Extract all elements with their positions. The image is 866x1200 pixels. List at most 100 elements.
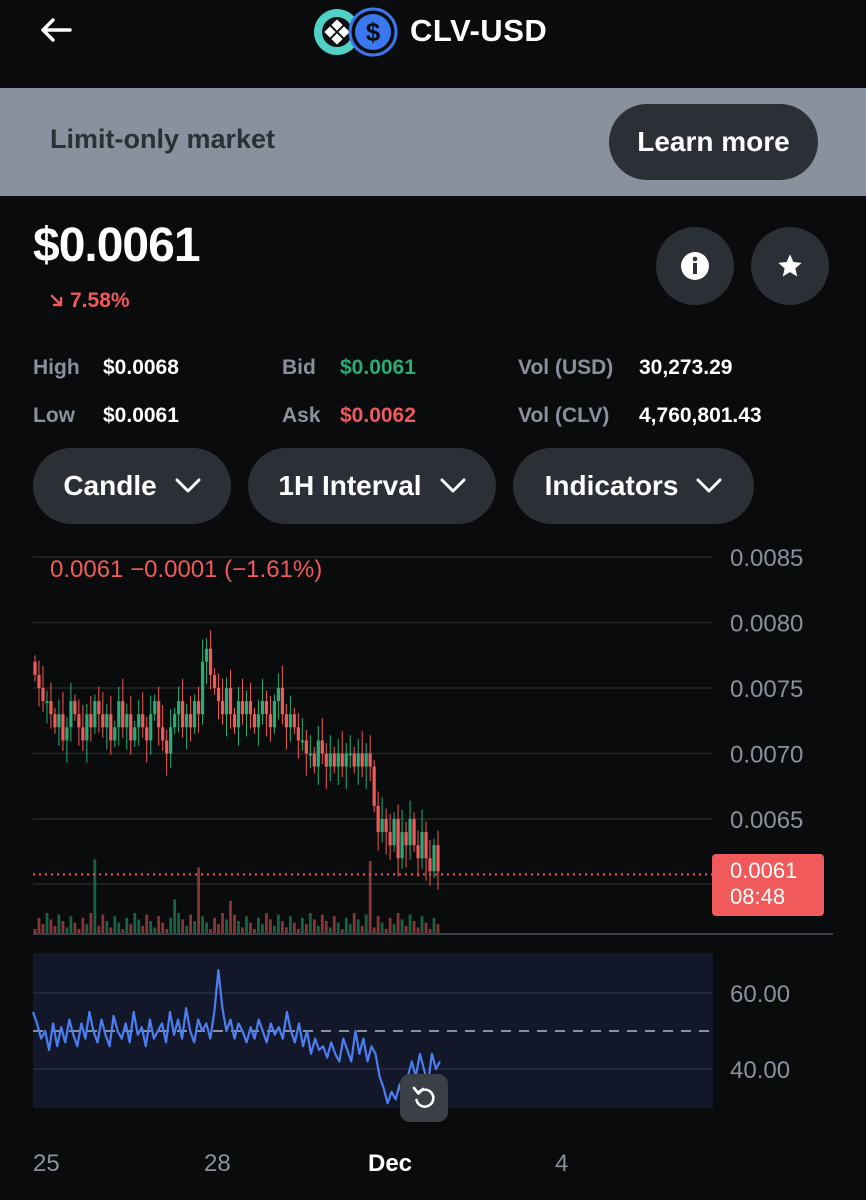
- volume-bar: [93, 859, 97, 933]
- chart-grid: [33, 556, 712, 1070]
- candle: [428, 858, 432, 872]
- candle: [380, 819, 384, 833]
- candle: [204, 648, 209, 662]
- candle: [344, 753, 348, 767]
- candle: [113, 727, 117, 741]
- candle: [320, 740, 324, 754]
- candle: [420, 832, 424, 859]
- volume-bar: [360, 925, 364, 933]
- volume-bar: [233, 914, 236, 933]
- candle: [77, 714, 81, 728]
- x-tick-label: 28: [204, 1150, 231, 1177]
- volume-bar: [101, 914, 105, 933]
- price-axis-label: 0.0075: [730, 676, 803, 703]
- volume-bar: [125, 917, 129, 933]
- volume-bar: [161, 922, 165, 933]
- candle: [193, 701, 197, 728]
- back-button[interactable]: [34, 10, 78, 50]
- candles: [33, 630, 440, 890]
- volume-bar: [121, 929, 125, 933]
- interval-select[interactable]: 1H Interval: [248, 448, 496, 524]
- candle: [121, 701, 125, 728]
- star-icon: [778, 254, 802, 277]
- volume-bar: [356, 919, 360, 933]
- volume-bar: [141, 925, 145, 933]
- volume-bar: [169, 917, 173, 933]
- volume-bar: [436, 924, 440, 933]
- chevron-down-icon: [440, 478, 466, 493]
- candle: [109, 714, 113, 741]
- candle: [308, 753, 312, 756]
- volume-bar: [396, 913, 400, 933]
- candle: [224, 688, 229, 715]
- reset-zoom-button[interactable]: [400, 1074, 448, 1122]
- volume-bar: [49, 919, 53, 933]
- indicators-select[interactable]: Indicators: [513, 448, 754, 524]
- volume-bar: [229, 900, 232, 933]
- volume-bar: [45, 913, 49, 933]
- ask-value: $0.0062: [340, 404, 416, 427]
- candle: [61, 714, 65, 741]
- volume-bar: [364, 914, 368, 933]
- volume-bar: [428, 929, 432, 933]
- volume-bar: [344, 917, 348, 933]
- candle: [73, 701, 77, 715]
- interval-label: 1H Interval: [278, 470, 422, 501]
- candle: [424, 832, 428, 859]
- volume-bar: [265, 913, 268, 933]
- learn-more-button[interactable]: Learn more: [609, 104, 818, 180]
- volume-bar: [189, 914, 193, 933]
- volume-bar: [109, 927, 113, 933]
- candle: [177, 701, 181, 715]
- volume-bar: [137, 919, 141, 933]
- volume-bar: [61, 921, 65, 933]
- candle: [432, 845, 436, 872]
- candle: [33, 661, 37, 675]
- candle: [161, 727, 165, 741]
- bid-label: Bid: [282, 356, 316, 379]
- candle: [85, 714, 89, 741]
- volume-bar: [173, 899, 177, 933]
- chart-type-select[interactable]: Candle: [33, 448, 231, 524]
- volume-bar: [217, 924, 220, 933]
- candle: [336, 753, 340, 767]
- volume-bar: [312, 919, 316, 933]
- candle: [93, 701, 97, 728]
- candle: [125, 714, 129, 728]
- volume-bar: [241, 927, 244, 933]
- vol-usd-value: 30,273.29: [639, 356, 733, 379]
- info-button[interactable]: [656, 227, 734, 305]
- volume-bar: [404, 925, 408, 933]
- candle: [137, 714, 141, 728]
- volume-bar: [81, 917, 85, 933]
- candle: [400, 832, 404, 859]
- arrow-left-icon: [41, 18, 72, 42]
- favorite-button[interactable]: [751, 227, 829, 305]
- candle: [252, 714, 257, 728]
- page-title: CLV-USD: [410, 13, 548, 48]
- volume-bar: [165, 929, 169, 933]
- candle: [412, 819, 416, 846]
- candle: [360, 753, 364, 767]
- candle: [416, 845, 420, 859]
- volume-bar: [316, 925, 320, 933]
- price-chart[interactable]: 0.0061 −0.0001 (−1.61%) 0.00850.00800.00…: [0, 530, 866, 1200]
- volume-bar: [209, 929, 212, 933]
- candle: [260, 701, 265, 715]
- candle: [240, 701, 245, 715]
- candle: [232, 714, 237, 728]
- candle: [53, 714, 57, 728]
- x-tick-label: 4: [555, 1150, 569, 1177]
- candle: [392, 819, 396, 846]
- low-value: $0.0061: [103, 404, 179, 427]
- candle: [105, 714, 109, 728]
- candle: [145, 727, 149, 741]
- volume-bar: [145, 914, 149, 933]
- price-axis-label: 0.0065: [730, 807, 803, 834]
- candle: [196, 701, 201, 715]
- volume-bar: [292, 922, 296, 933]
- volume-bar: [77, 929, 81, 933]
- last-price-tag: 0.0061 08:48: [712, 854, 824, 916]
- price-change: 7.58%: [50, 289, 130, 313]
- candle: [49, 701, 53, 715]
